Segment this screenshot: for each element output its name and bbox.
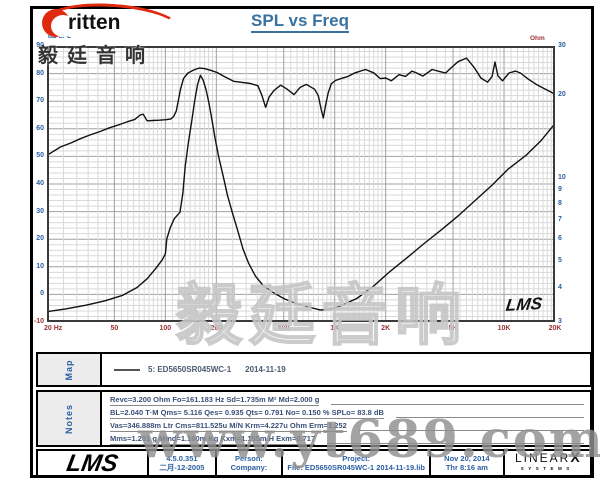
x-axis-tick-label: 20K bbox=[548, 325, 562, 332]
y-right-tick-label: 6 bbox=[558, 234, 562, 242]
x-axis-tick-label: 50 bbox=[110, 325, 119, 332]
map-label-cell: Map bbox=[38, 354, 102, 385]
logo-chinese-text: 毅廷音响 bbox=[38, 45, 154, 67]
legend-row: 5: ED5650SR045WC-1 2014-11-19 bbox=[114, 365, 286, 374]
notes-line-1: Revc=3.200 Ohm Fo=161.183 Hz Sd=1.735m M… bbox=[110, 393, 584, 406]
x-axis-tick-label: 1K bbox=[330, 325, 340, 332]
person-label: Person: bbox=[235, 454, 263, 463]
footer-version-cell: 4.5.0.351 二月-12-2005 bbox=[149, 451, 217, 475]
y-right-tick-label: 30 bbox=[558, 42, 566, 49]
notes-label-cell: Notes bbox=[38, 392, 102, 445]
report-time: Thr 8:16 am bbox=[445, 463, 488, 472]
y-left-tick-label: 60 bbox=[36, 124, 44, 132]
software-version: 4.5.0.351 bbox=[166, 454, 198, 463]
map-strip: Map 5: ED5650SR045WC-1 2014-11-19 bbox=[36, 352, 592, 387]
project-label: Project: bbox=[342, 454, 371, 463]
company-label: Company: bbox=[230, 463, 268, 472]
notes-line-3: Vas=346.888m Ltr Cms=811.525u M/N Krm=4.… bbox=[110, 419, 584, 432]
plot-border bbox=[47, 46, 555, 322]
linearx-systems-label: SYSTEMS bbox=[520, 466, 574, 471]
notes-rule bbox=[358, 429, 584, 431]
notes-label: Notes bbox=[64, 403, 74, 434]
linearx-logo: LINEARX bbox=[514, 449, 580, 465]
notes-rule bbox=[327, 442, 584, 444]
impedance-curve bbox=[47, 74, 555, 313]
y-left-tick-label: 10 bbox=[36, 262, 44, 270]
lms-signature-watermark: LMS bbox=[504, 294, 544, 315]
footer-bar: LMS 4.5.0.351 二月-12-2005 Person: Company… bbox=[36, 449, 592, 477]
y-right-tick-label: 8 bbox=[558, 200, 562, 208]
y-left-tick-label: 70 bbox=[36, 97, 44, 105]
logo-brand-text: ritten bbox=[68, 11, 121, 34]
map-label: Map bbox=[64, 359, 74, 380]
y-right-tick-label: 10 bbox=[558, 173, 566, 181]
notes-strip: Notes Revc=3.200 Ohm Fo=161.183 Hz Sd=1.… bbox=[36, 390, 592, 447]
y-left-tick-label: 50 bbox=[36, 152, 44, 160]
footer-datetime-cell: Nov 20, 2014 Thr 8:16 am bbox=[431, 451, 505, 475]
y-right-tick-label: 7 bbox=[558, 216, 562, 224]
notes-rule bbox=[395, 416, 584, 418]
legend-text: 5: ED5650SR045WC-1 bbox=[148, 365, 232, 374]
y-left-tick-label: 0 bbox=[40, 290, 44, 298]
legend-line-swatch bbox=[114, 368, 140, 371]
notes-line-2: BL=2.040 T·M Qms= 5.116 Qes= 0.935 Qts= … bbox=[110, 406, 584, 419]
x-axis-tick-label: 100 bbox=[159, 325, 172, 332]
x-axis-tick-label: 200 bbox=[210, 325, 223, 332]
software-version-date: 二月-12-2005 bbox=[159, 463, 205, 472]
x-axis-tick-label: 500 bbox=[277, 325, 290, 332]
y-right-tick-label: 20 bbox=[558, 90, 566, 98]
x-axis-tick-label: 2K bbox=[381, 325, 391, 332]
footer-person-cell: Person: Company: bbox=[217, 451, 284, 475]
file-line: File: ED5650SR045WC-1 2014-11-19.lib bbox=[287, 463, 425, 472]
right-axis-unit-label: Ohm bbox=[530, 35, 545, 42]
spl-freq-plot bbox=[47, 46, 555, 322]
logo-swoosh-icon bbox=[42, 9, 75, 37]
y-left-tick-label: 40 bbox=[36, 180, 44, 187]
footer-linearx-cell: LINEARX SYSTEMS bbox=[505, 449, 590, 475]
page-title: SPL vs Freq bbox=[170, 11, 430, 33]
spl-curve bbox=[47, 57, 555, 157]
chinese-watermark: 毅廷音响 bbox=[175, 277, 468, 353]
legend-date: 2014-11-19 bbox=[245, 365, 286, 374]
website-watermark: www.yt689.com bbox=[138, 410, 600, 470]
notes-rule bbox=[331, 403, 584, 405]
y-left-tick-label: -10 bbox=[33, 318, 44, 325]
x-axis-tick-label: 20 Hz bbox=[44, 325, 63, 332]
y-right-tick-label: 5 bbox=[558, 256, 562, 264]
y-left-tick-label: 80 bbox=[36, 69, 44, 77]
notes-line-4: Mms=1.201 g Mmd=1.160m Kg Kxm=1.155m H E… bbox=[110, 432, 584, 445]
x-axis-tick-label: 10K bbox=[497, 325, 511, 332]
x-axis-tick-label: 5K bbox=[448, 325, 458, 332]
footer-lms-logo-cell: LMS bbox=[38, 449, 150, 477]
y-right-tick-label: 9 bbox=[558, 186, 562, 194]
y-left-tick-label: 90 bbox=[36, 42, 44, 49]
y-right-tick-label: 3 bbox=[558, 318, 562, 325]
y-left-tick-label: 20 bbox=[36, 235, 44, 243]
lms-logo: LMS bbox=[64, 449, 121, 477]
report-date: Nov 20, 2014 bbox=[444, 454, 490, 463]
footer-project-cell: Project: File: ED5650SR045WC-1 2014-11-1… bbox=[283, 451, 432, 475]
y-right-tick-label: 4 bbox=[558, 283, 562, 291]
y-left-tick-label: 30 bbox=[36, 207, 44, 215]
